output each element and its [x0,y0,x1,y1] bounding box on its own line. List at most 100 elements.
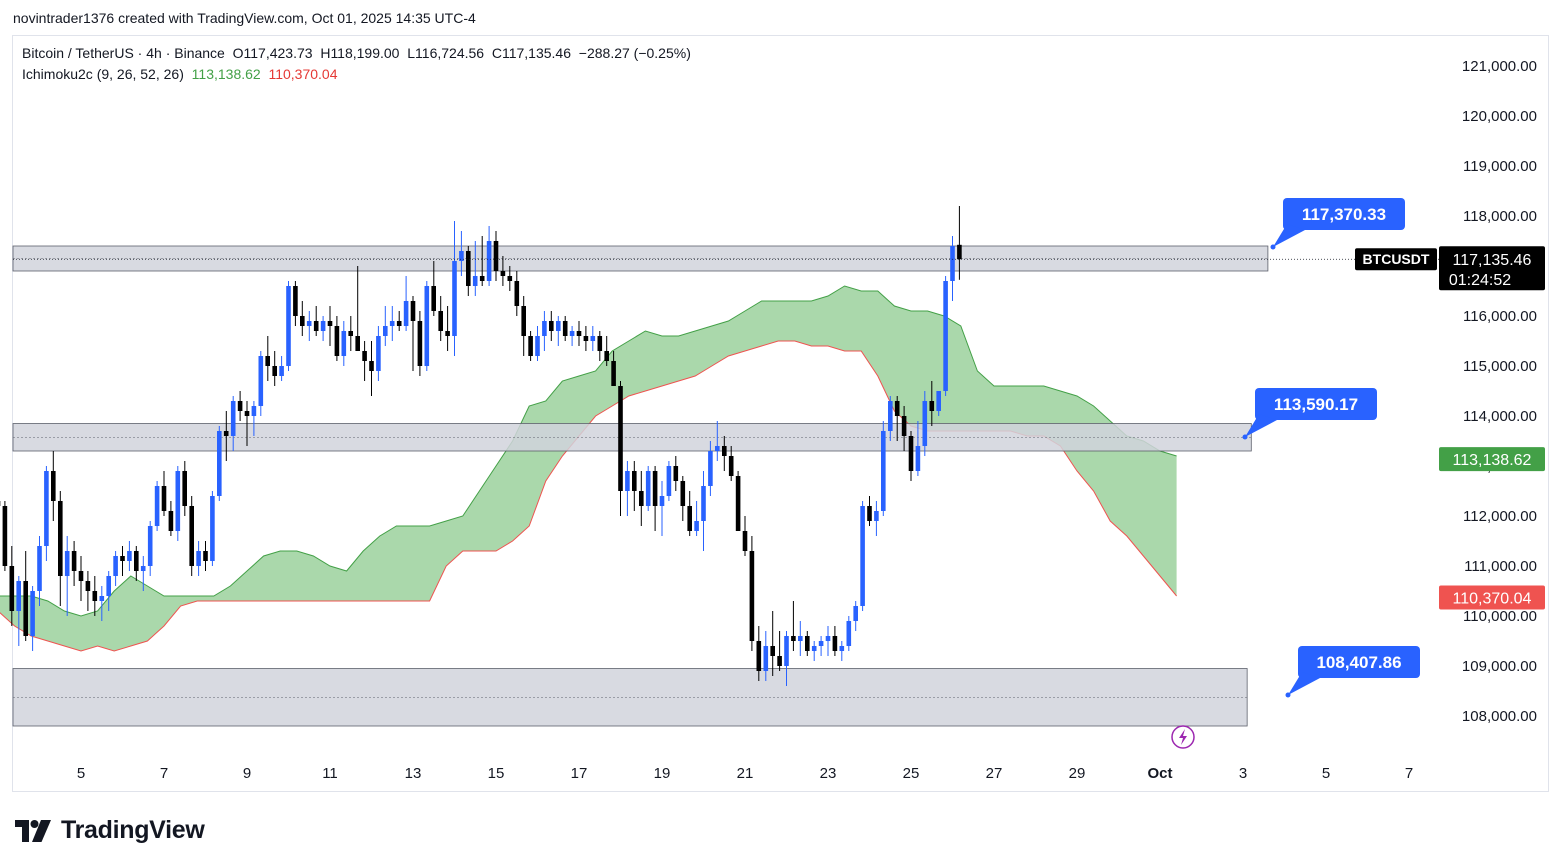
candle[interactable] [182,461,187,516]
candle[interactable] [756,626,762,681]
candle[interactable] [168,501,174,536]
candle[interactable] [798,621,803,656]
candle[interactable] [901,406,907,451]
candle[interactable] [770,611,775,676]
candle[interactable] [715,421,720,461]
candle[interactable] [805,631,810,656]
candle[interactable] [673,456,679,491]
candle[interactable] [9,546,15,626]
candle[interactable] [355,266,360,351]
candle[interactable] [196,541,201,576]
candle[interactable] [811,641,817,661]
candle[interactable] [466,246,471,296]
candle[interactable] [383,306,388,346]
candle[interactable] [16,576,21,646]
candle[interactable] [403,276,409,331]
candle[interactable] [687,491,692,536]
candle[interactable] [147,521,153,576]
candle[interactable] [777,631,782,671]
candle[interactable] [625,461,630,516]
candle[interactable] [839,641,845,661]
candle[interactable] [251,401,257,436]
candle[interactable] [272,351,277,386]
candle[interactable] [223,411,229,461]
candle[interactable] [154,481,160,531]
candle[interactable] [943,276,948,396]
candle[interactable] [327,306,333,346]
candle[interactable] [853,601,858,631]
candle[interactable] [175,466,181,541]
candle[interactable] [113,551,118,586]
candle[interactable] [37,536,42,606]
candle[interactable] [722,436,727,471]
candle[interactable] [99,586,105,621]
candle[interactable] [659,481,665,536]
candle[interactable] [78,556,84,601]
candle[interactable] [293,281,298,326]
candle[interactable] [894,396,900,441]
candle[interactable] [341,321,347,366]
candle[interactable] [279,356,284,381]
candle[interactable] [742,516,748,556]
candle[interactable] [286,281,291,371]
candle[interactable] [486,226,492,286]
candle[interactable] [2,501,8,571]
candle[interactable] [362,341,367,381]
candle[interactable] [244,401,250,446]
candle[interactable] [708,441,713,496]
candle[interactable] [44,466,49,561]
candle[interactable] [535,326,540,361]
candle[interactable] [452,221,457,356]
candle[interactable] [645,466,651,511]
candle[interactable] [888,396,893,441]
candle[interactable] [23,551,28,641]
candle[interactable] [666,461,672,501]
candle[interactable] [749,536,755,651]
candle[interactable] [258,351,264,416]
candle[interactable] [936,391,941,416]
price-callout[interactable]: 117,370.33 [1270,198,1406,250]
candle[interactable] [71,541,77,586]
candle[interactable] [562,316,568,341]
candle[interactable] [92,576,98,616]
candle[interactable] [479,236,485,286]
candle[interactable] [694,501,699,536]
candle[interactable] [230,396,236,451]
candle[interactable] [874,501,879,536]
candle[interactable] [915,421,921,476]
candle[interactable] [472,241,478,296]
tradingview-logo[interactable]: TradingView [15,816,205,845]
candle[interactable] [528,331,533,361]
candle[interactable] [950,236,955,301]
candle[interactable] [791,601,796,651]
candle[interactable] [300,301,305,336]
candle[interactable] [431,261,436,316]
candle[interactable] [265,336,270,381]
candle[interactable] [556,316,561,346]
candle[interactable] [680,476,686,521]
candle[interactable] [632,461,637,511]
candle[interactable] [507,266,513,291]
price-callout[interactable]: 113,590.17 [1242,388,1378,440]
candle[interactable] [735,471,741,531]
candle[interactable] [58,491,63,606]
candle[interactable] [639,471,644,526]
indicator-legend[interactable]: Ichimoku2c (9, 26, 52, 26) 113,138.62 11… [22,66,338,82]
candle[interactable] [611,351,616,386]
candle[interactable] [597,331,603,361]
candle[interactable] [908,431,914,481]
candle[interactable] [134,546,139,581]
candle[interactable] [728,446,734,481]
candle[interactable] [922,391,928,456]
candle[interactable] [396,311,402,331]
candle[interactable] [161,471,167,516]
candle[interactable] [424,281,430,371]
candle[interactable] [542,311,547,351]
price-callout[interactable]: 108,407.86 [1285,646,1421,698]
candle[interactable] [369,341,374,396]
candle[interactable] [410,296,416,371]
candle[interactable] [860,501,865,611]
candle[interactable] [320,316,326,341]
candle[interactable] [237,391,243,421]
candle[interactable] [701,471,706,551]
